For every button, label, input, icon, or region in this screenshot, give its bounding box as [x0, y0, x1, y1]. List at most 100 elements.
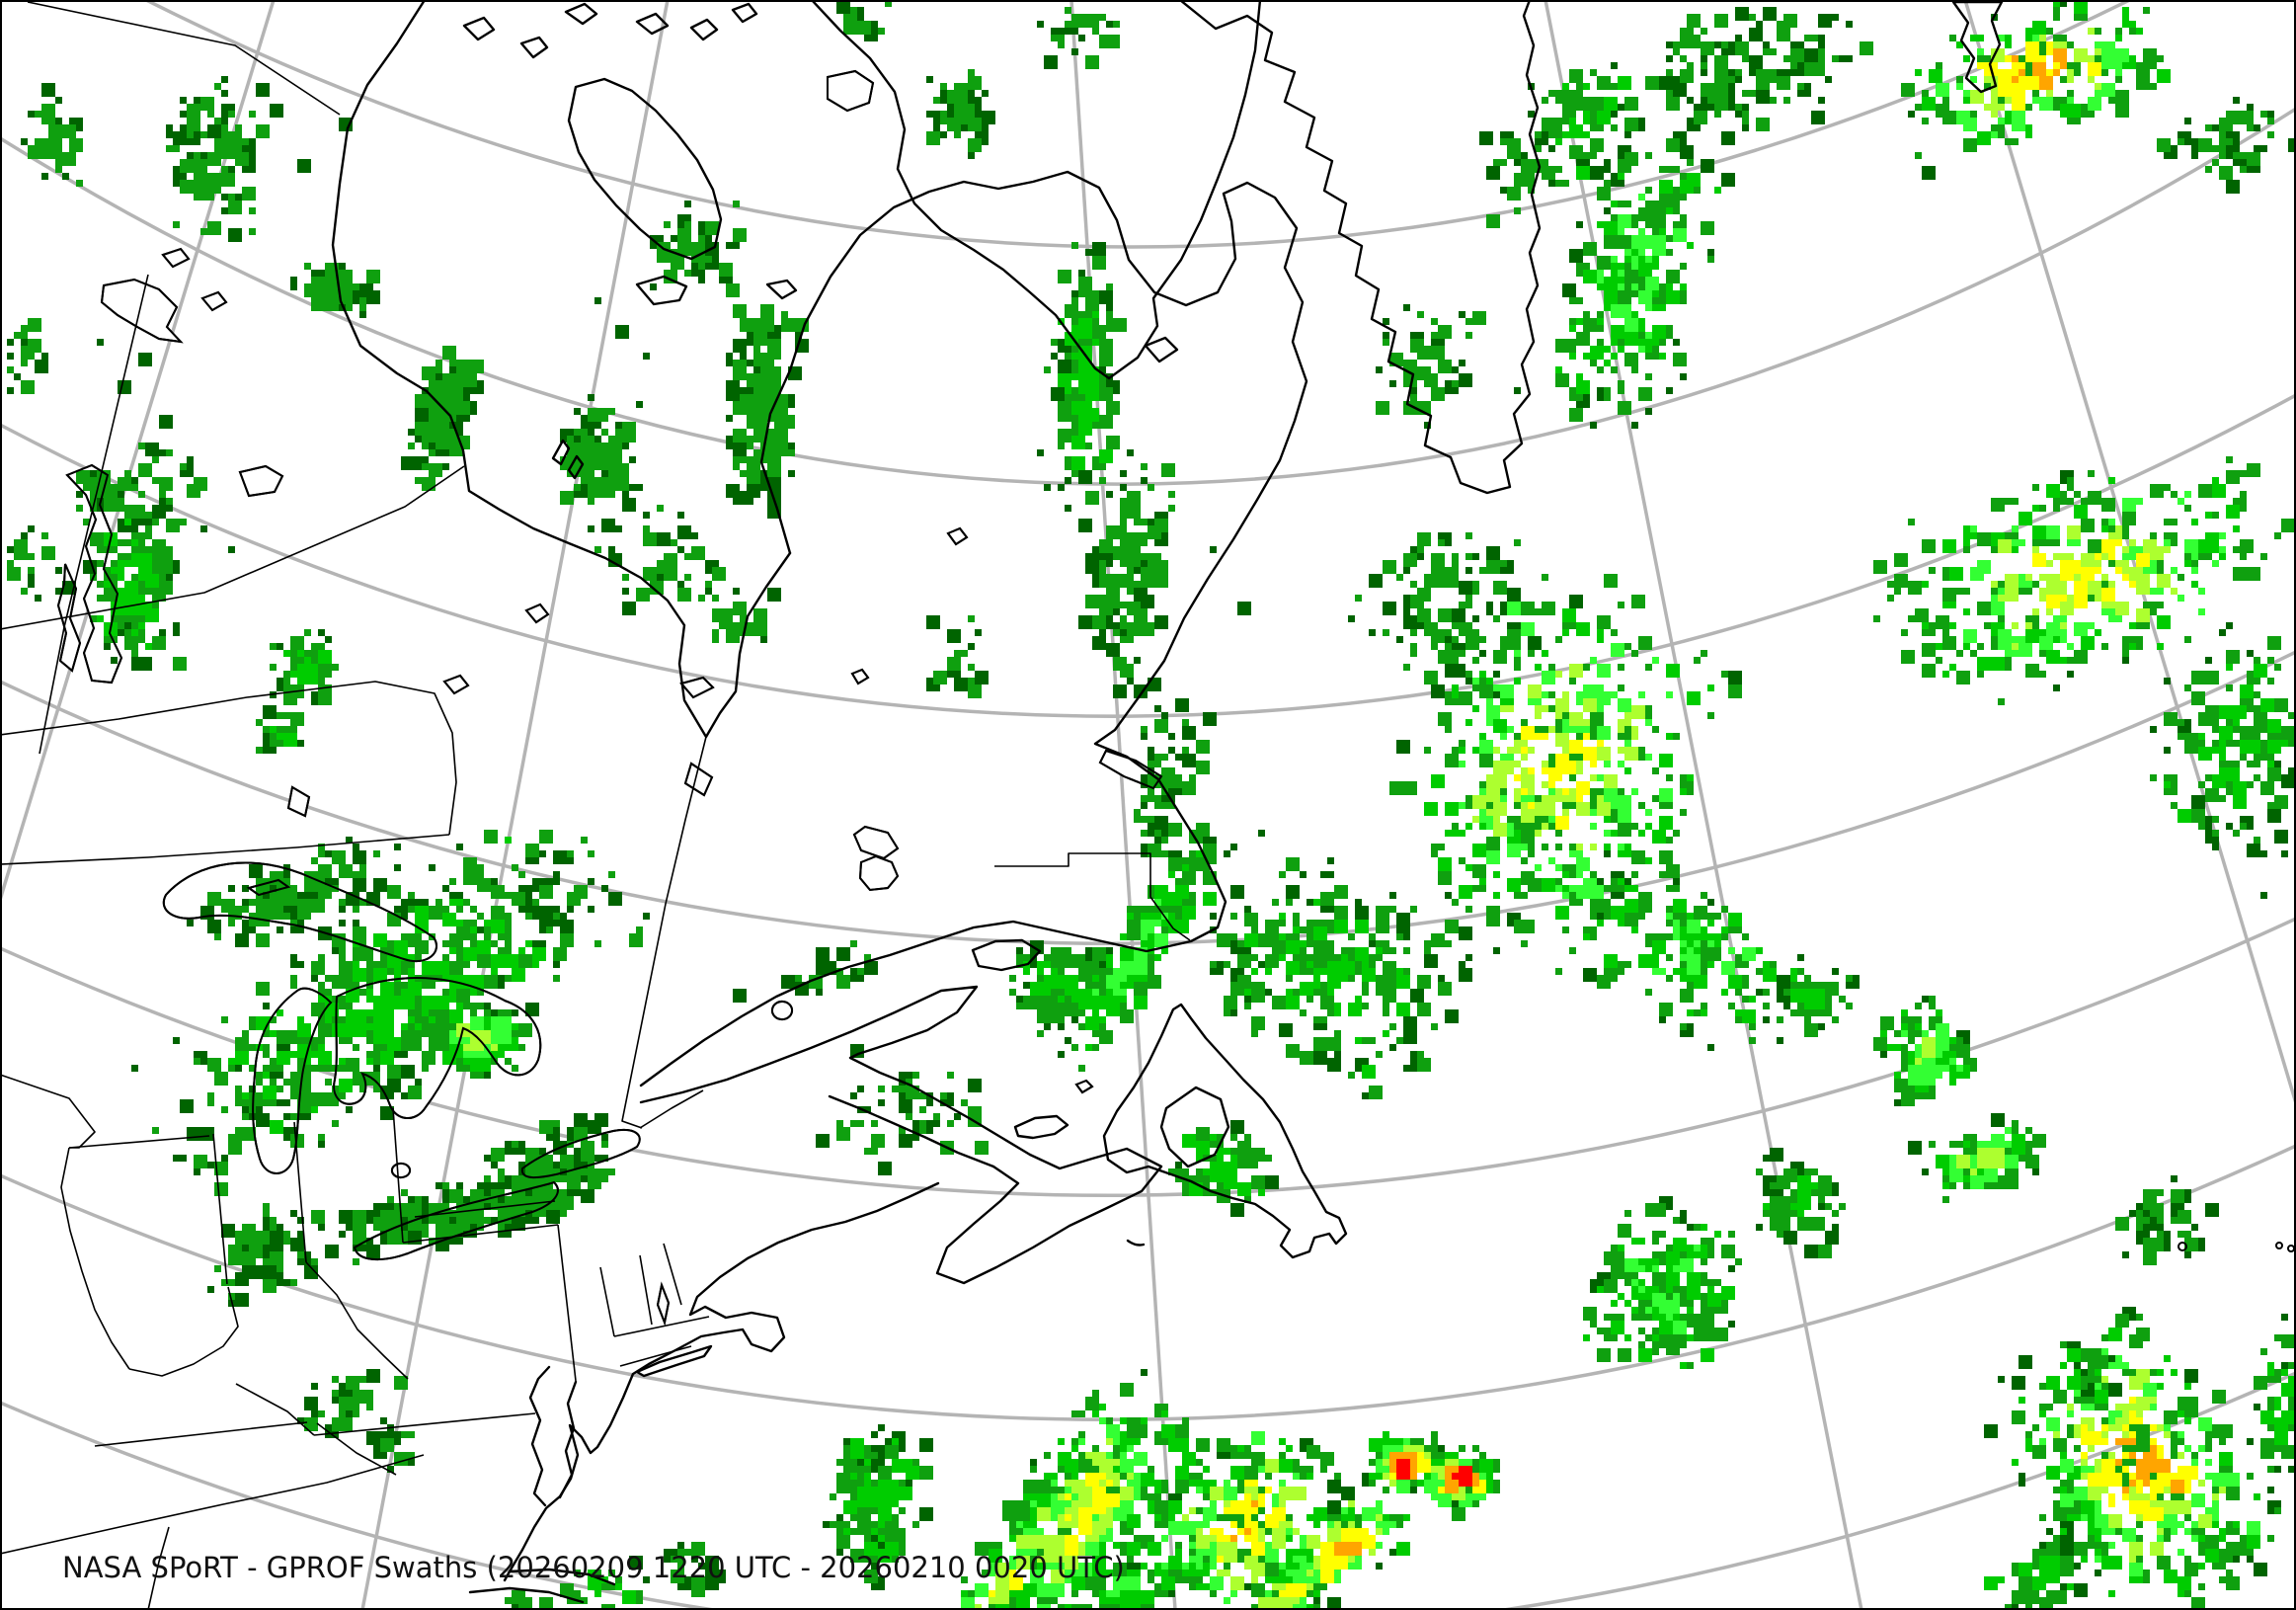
precip-cell	[1037, 21, 1044, 28]
precip-cell	[1009, 1500, 1016, 1507]
precip-cell	[463, 899, 470, 906]
precip-cell	[574, 408, 581, 415]
precip-cell	[636, 484, 643, 491]
precip-cell	[1652, 214, 1666, 228]
precip-cell	[187, 456, 194, 463]
precip-cell	[2274, 532, 2281, 539]
precip-cell	[484, 1175, 491, 1182]
precip-cell	[1624, 131, 1631, 138]
precip-cell	[249, 1065, 256, 1072]
precip-cell	[1044, 366, 1051, 373]
precip-cell	[1631, 871, 1638, 878]
precip-cell	[290, 1245, 297, 1251]
precip-cell	[1777, 975, 1790, 989]
precip-cell	[1431, 1431, 1438, 1438]
precip-cell	[940, 131, 947, 138]
precip-cell	[622, 588, 629, 595]
precip-cell	[594, 297, 601, 304]
precip-cell	[2060, 491, 2067, 498]
precip-cell	[594, 422, 601, 429]
precip-cell	[1673, 201, 1680, 207]
precip-cell	[850, 1092, 857, 1099]
precip-cell	[1521, 940, 1528, 947]
precip-cell	[1445, 940, 1452, 947]
precip-cell	[83, 484, 90, 491]
precip-cell	[1085, 491, 1099, 505]
precip-cell	[1071, 242, 1078, 249]
precip-cell	[173, 145, 180, 152]
precip-cell	[463, 366, 470, 373]
precip-cell	[415, 408, 422, 415]
precip-cell	[1673, 194, 1680, 201]
precip-cell	[1237, 602, 1251, 615]
precip-cell	[760, 394, 767, 401]
precip-cell	[1631, 823, 1638, 830]
precip-cell	[1763, 7, 1777, 21]
precip-cell	[1127, 1563, 1134, 1570]
precip-cell	[567, 857, 574, 864]
precip-cell	[1742, 933, 1749, 940]
precip-cell	[2267, 131, 2274, 138]
precip-cell	[1597, 256, 1611, 270]
precip-cell	[90, 470, 97, 477]
precip-cell	[1777, 1016, 1783, 1023]
precip-cell	[408, 1086, 422, 1099]
precip-cell	[263, 1265, 277, 1279]
precip-cell	[767, 463, 781, 477]
precip-cell	[1832, 14, 1839, 21]
precip-cell	[2088, 470, 2095, 477]
precip-cell	[1873, 615, 1880, 622]
precip-cell	[1099, 290, 1113, 304]
precip-cell	[1459, 857, 1465, 864]
precip-cell	[2150, 532, 2157, 539]
precip-cell	[2247, 152, 2260, 166]
precip-cell	[152, 602, 159, 608]
precip-cell	[588, 498, 594, 505]
precip-cell	[1403, 615, 1417, 629]
precip-cell	[608, 546, 615, 553]
precip-cell	[263, 1210, 270, 1217]
precip-cell	[622, 484, 629, 491]
precip-cell	[194, 1155, 207, 1168]
precip-cell	[138, 615, 145, 622]
precip-cell	[539, 1168, 546, 1175]
precip-cell	[1624, 353, 1638, 366]
precip-cell	[2025, 104, 2032, 111]
precip-cell	[664, 221, 671, 228]
precip-cell	[491, 1182, 498, 1189]
precip-cell	[1645, 373, 1652, 380]
precip-cell	[28, 574, 35, 581]
precip-cell	[463, 857, 477, 871]
precip-cell	[408, 892, 415, 899]
precip-cell	[1148, 830, 1154, 837]
precip-cell	[1251, 1583, 1265, 1597]
precip-cell	[2046, 1404, 2053, 1410]
precip-cell	[1389, 1023, 1396, 1030]
precip-cell	[2274, 733, 2281, 740]
precip-cell	[1175, 754, 1182, 761]
precip-cell	[2254, 657, 2260, 664]
precip-cell	[318, 989, 325, 996]
precip-cell	[159, 567, 166, 574]
precip-cell	[366, 1245, 380, 1258]
precip-cell	[297, 1231, 304, 1238]
precip-cell	[173, 1155, 180, 1162]
precip-cell	[1334, 885, 1348, 899]
precip-cell	[1424, 595, 1431, 602]
precip-cell	[1348, 615, 1355, 622]
precip-cell	[2053, 14, 2060, 21]
precip-cell	[1465, 553, 1472, 560]
precip-cell	[975, 629, 982, 636]
precip-cell	[1756, 69, 1763, 76]
precip-cell	[270, 104, 283, 118]
precip-cell	[200, 525, 207, 532]
precip-cell	[1666, 774, 1673, 781]
precip-cell	[145, 525, 152, 532]
precip-cell	[1542, 602, 1555, 615]
precip-cell	[1666, 954, 1673, 961]
precip-cell	[1286, 857, 1300, 871]
precip-cell	[1106, 491, 1113, 498]
precip-cell	[1348, 1072, 1355, 1079]
precip-cell	[339, 1397, 353, 1410]
precip-cell	[2233, 145, 2240, 152]
